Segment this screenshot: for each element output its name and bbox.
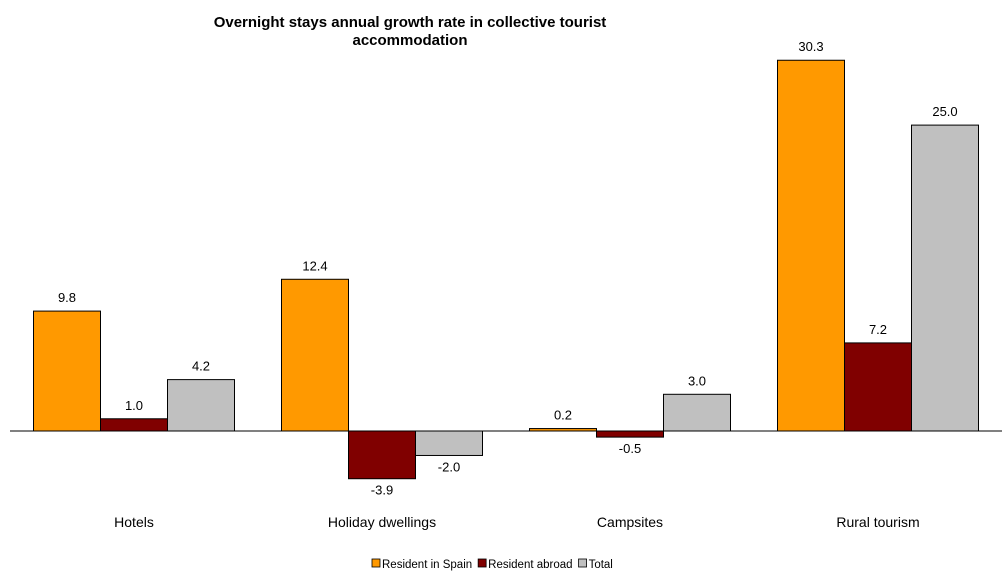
legend-label-total: Total <box>589 559 613 571</box>
bar-campsites-resident-abroad <box>596 430 664 438</box>
category-label-rural-tourism: Rural tourism <box>836 514 919 530</box>
category-label-holiday-dwellings: Holiday dwellings <box>328 514 436 530</box>
value-label-campsites-total: 3.0 <box>688 373 706 388</box>
value-label-campsites-resident-abroad: -0.5 <box>619 441 641 456</box>
bar-hotels-resident-abroad <box>100 418 168 432</box>
bar-rural-tourism-resident-in-spain <box>777 59 845 432</box>
bar-holiday-dwellings-resident-abroad <box>348 430 416 480</box>
value-label-hotels-resident-in-spain: 9.8 <box>58 290 76 305</box>
legend-swatch-resident-abroad <box>477 558 487 568</box>
legend-label-resident-in-spain: Resident in Spain <box>382 559 472 571</box>
bar-campsites-total <box>663 393 731 432</box>
chart-title-line-1: Overnight stays annual growth rate in co… <box>214 14 607 31</box>
bar-rural-tourism-total <box>911 124 979 432</box>
value-label-campsites-resident-in-spain: 0.2 <box>554 408 572 423</box>
category-labels-group: Hotels Holiday dwellings Campsites Rural to… <box>114 514 919 530</box>
legend-swatch-resident-in-spain <box>371 558 381 568</box>
value-label-holiday-dwellings-resident-abroad: -3.9 <box>371 483 393 498</box>
legend: Resident in Spain Resident abroad Total <box>371 558 613 571</box>
bars-group <box>33 59 979 480</box>
bar-holiday-dwellings-total <box>415 430 483 456</box>
value-label-holiday-dwellings-resident-in-spain: 12.4 <box>302 258 327 273</box>
value-label-hotels-total: 4.2 <box>192 359 210 374</box>
value-label-rural-tourism-resident-abroad: 7.2 <box>869 322 887 337</box>
legend-label-resident-abroad: Resident abroad <box>488 559 572 571</box>
bar-holiday-dwellings-resident-in-spain <box>281 278 349 432</box>
legend-swatch-total <box>578 558 587 568</box>
value-labels-group: 9.8 1.0 4.2 12.4 -3.9 -2.0 0.2 -0.5 3.0 30.3 7.2 25… <box>58 39 958 497</box>
value-label-hotels-resident-abroad: 1.0 <box>125 398 143 413</box>
category-label-campsites: Campsites <box>597 514 663 530</box>
value-label-holiday-dwellings-total: -2.0 <box>438 459 460 474</box>
value-label-rural-tourism-resident-in-spain: 30.3 <box>798 39 823 54</box>
category-label-hotels: Hotels <box>114 514 154 530</box>
chart-title: Overnight stays annual growth rate in co… <box>214 14 607 49</box>
bar-hotels-resident-in-spain <box>33 310 101 432</box>
value-label-rural-tourism-total: 25.0 <box>932 104 957 119</box>
bar-rural-tourism-resident-abroad <box>844 342 912 432</box>
chart-title-line-2: accommodation <box>352 32 467 49</box>
bar-hotels-total <box>167 379 235 432</box>
